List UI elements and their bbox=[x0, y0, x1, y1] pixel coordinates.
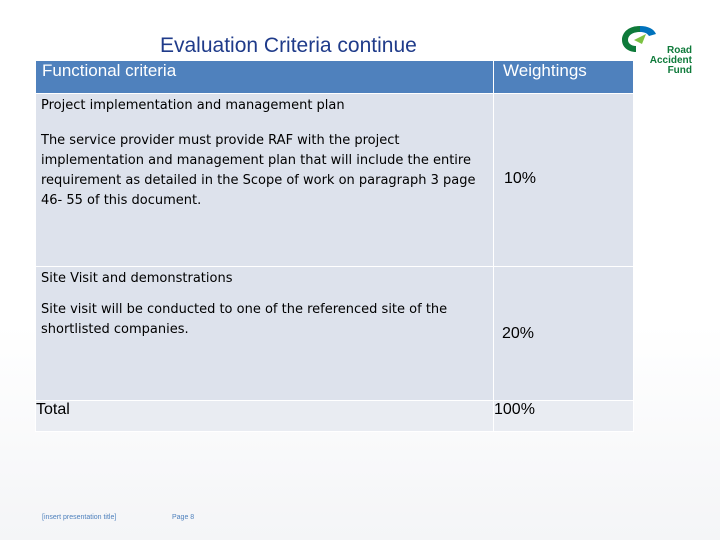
total-row: Total 100% bbox=[35, 400, 634, 432]
logo-line-fund: Fund bbox=[667, 65, 692, 76]
road-accident-fund-logo: Road Accident Fund bbox=[612, 20, 692, 80]
criteria-cell: Project implementation and management pl… bbox=[35, 93, 494, 267]
weight-cell: 10% bbox=[493, 93, 634, 267]
weight-value: 20% bbox=[502, 325, 535, 342]
logo-wordmark: Road Accident Fund bbox=[632, 46, 692, 76]
table-row: Project implementation and management pl… bbox=[35, 93, 634, 267]
criteria-description: Site visit will be conducted to one of t… bbox=[41, 302, 448, 337]
logo-line-road: Road bbox=[667, 45, 692, 56]
raf-logo-icon bbox=[622, 26, 656, 52]
table-header-row: Functional criteria Weightings bbox=[35, 60, 634, 94]
evaluation-criteria-table: Functional criteria Weightings Project i… bbox=[35, 60, 634, 432]
criteria-heading: Site Visit and demonstrations bbox=[41, 271, 233, 286]
logo-line-accident: Accident bbox=[649, 55, 692, 66]
total-value: 100% bbox=[493, 400, 634, 432]
footer-presentation-title: [insert presentation title] bbox=[42, 514, 117, 521]
slide-title: Evaluation Criteria continue bbox=[160, 34, 417, 57]
criteria-description: The service provider must provide RAF wi… bbox=[41, 133, 476, 208]
criteria-heading: Project implementation and management pl… bbox=[41, 98, 345, 113]
header-weightings: Weightings bbox=[493, 60, 634, 94]
weight-value: 10% bbox=[504, 170, 537, 187]
table-row: Site Visit and demonstrations Site visit… bbox=[35, 266, 634, 401]
footer-page-number: Page 8 bbox=[172, 514, 195, 521]
total-label: Total bbox=[35, 400, 494, 432]
header-functional-criteria: Functional criteria bbox=[35, 60, 494, 94]
weight-cell: 20% bbox=[493, 266, 634, 401]
criteria-cell: Site Visit and demonstrations Site visit… bbox=[35, 266, 494, 401]
